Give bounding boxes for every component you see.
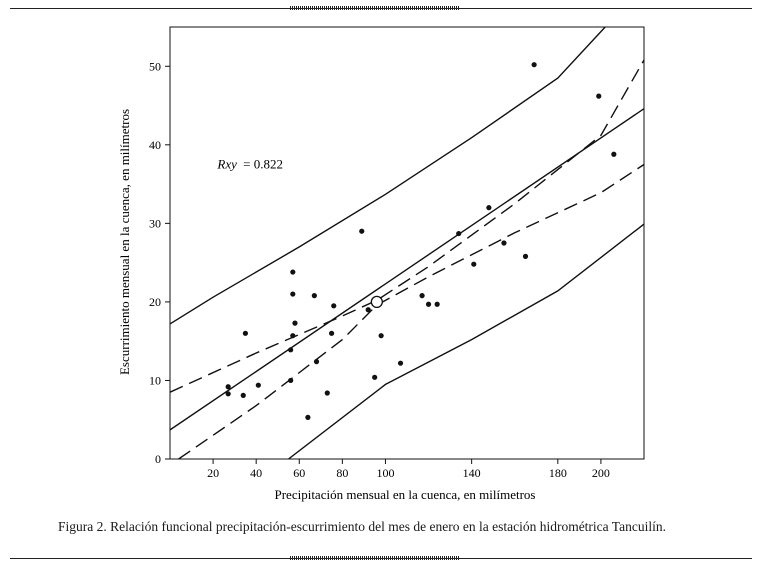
figure-caption: Figura 2. Relación funcional precipitaci… [58,519,666,534]
x-tick-label-40: 40 [250,466,262,480]
data-point-15 [328,330,335,336]
plot-area [170,27,644,459]
data-point-32 [611,151,617,157]
data-point-5 [288,347,294,353]
data-point-24 [434,301,440,307]
data-point-17 [359,228,365,234]
data-point-29 [522,253,529,259]
data-point-3 [242,330,249,336]
x-tick-label-100: 100 [376,466,394,480]
data-point-11 [305,414,311,420]
x-tick-label-200: 200 [592,466,610,480]
x-axis-title: Precipitación mensual en la cuenca, en m… [275,487,536,502]
data-point-26 [471,261,477,267]
data-point-14 [324,390,330,396]
data-point-30 [531,62,537,68]
data-point-25 [456,230,462,237]
data-point-8 [290,291,296,297]
mean-point-marker [370,295,383,309]
data-point-9 [290,269,296,275]
data-point-4 [255,382,261,388]
y-tick-label-40: 40 [149,138,161,152]
data-point-23 [425,301,432,307]
data-point-31 [596,93,602,99]
data-point-19 [372,374,378,380]
y-tick-label-20: 20 [149,295,161,309]
data-point-18 [365,307,371,313]
data-point-22 [419,293,425,299]
y-tick-label-30: 30 [149,216,161,230]
data-point-20 [378,333,384,339]
data-point-6 [288,377,294,384]
data-point-10 [292,320,298,326]
data-point-7 [290,333,296,339]
lower-prediction-line [288,223,644,459]
y-tick-label-10: 10 [149,373,161,387]
rxy-value: = 0.822 [243,156,283,171]
y-tick-label-50: 50 [149,59,161,73]
data-point-28 [501,240,507,246]
lower-confidence-line [178,163,644,459]
data-point-27 [486,205,492,211]
data-point-13 [313,359,320,365]
x-tick-label-180: 180 [549,466,567,480]
regression-line [170,108,644,431]
x-tick-label-60: 60 [293,466,305,480]
x-tick-label-20: 20 [207,466,219,480]
data-point-0 [225,384,231,390]
data-point-16 [331,303,337,309]
y-tick-label-0: 0 [155,452,161,466]
top-rule-ornament [290,6,460,10]
x-tick-label-140: 140 [463,466,481,480]
y-axis-title: Escurrimiento mensual en la cuenca, en m… [117,109,132,375]
bottom-rule-ornament [290,556,460,560]
data-point-12 [311,293,317,299]
data-point-2 [240,392,246,398]
upper-prediction-line [170,27,606,325]
data-point-21 [397,360,404,366]
rxy-annotation: Rxy = 0.822 [216,156,283,171]
x-tick-label-80: 80 [336,466,348,480]
data-point-1 [225,391,231,397]
plot-frame [169,26,645,460]
upper-confidence-line [170,59,644,393]
rxy-label: Rxy [216,156,237,171]
